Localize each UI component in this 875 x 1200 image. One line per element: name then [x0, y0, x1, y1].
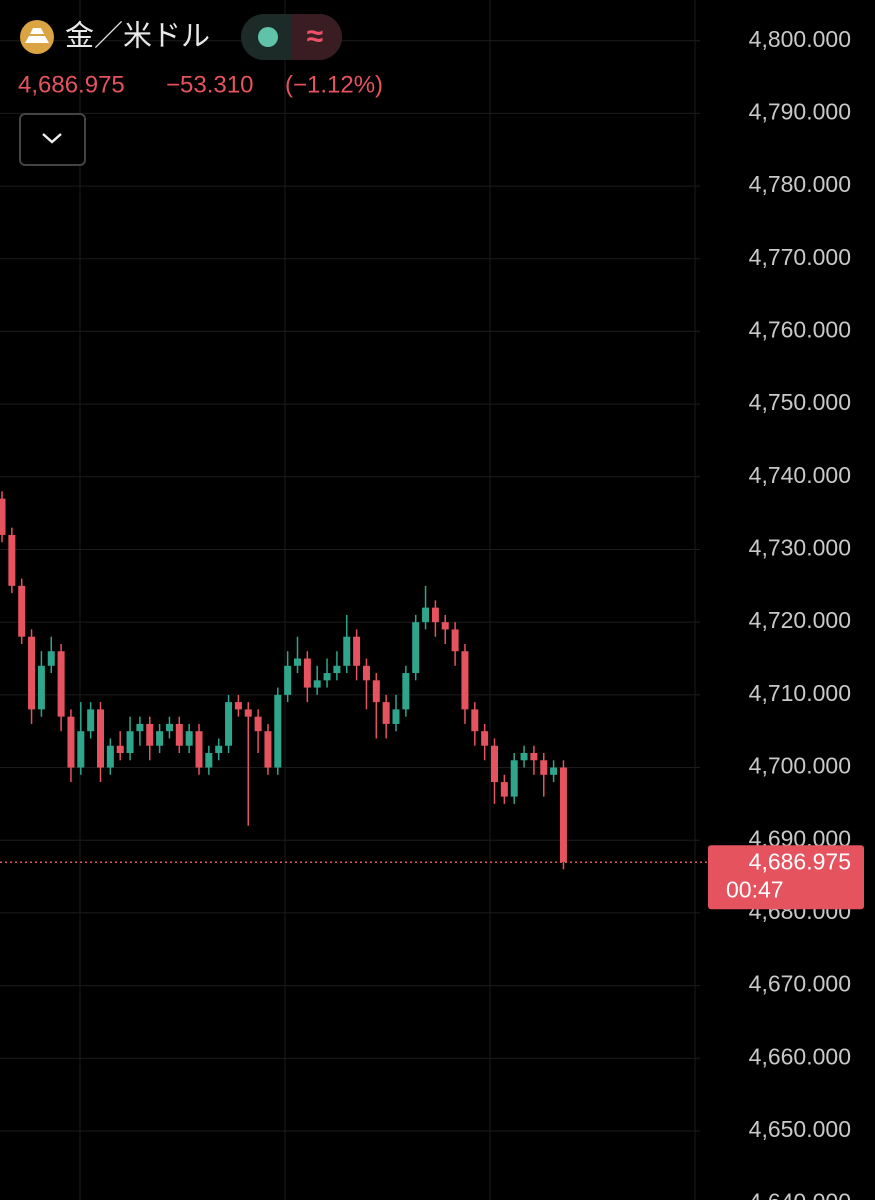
candle-body — [57, 651, 65, 717]
candle-body — [274, 694, 282, 768]
y-tick-label: 4,740.000 — [749, 462, 851, 488]
header: 金／米ドル ≈ 4,686.975 −53.310 (−1.12%) — [18, 14, 383, 166]
candle-body — [116, 745, 124, 753]
candle-body — [175, 723, 183, 746]
candle-body — [471, 709, 479, 732]
candle-body — [284, 665, 292, 695]
candle-body — [500, 782, 508, 797]
candle-body — [28, 636, 36, 710]
candle-body — [37, 665, 45, 710]
candle-body — [294, 658, 301, 666]
candle-body — [0, 498, 6, 535]
dropdown-button[interactable] — [19, 113, 86, 166]
candle-body — [303, 658, 311, 688]
candle-body — [451, 629, 459, 652]
candle-body — [323, 673, 331, 681]
last-price: 4,686.975 — [18, 71, 125, 98]
y-tick-label: 4,670.000 — [749, 971, 851, 997]
candle-body — [353, 636, 361, 666]
y-tick-label: 4,720.000 — [749, 607, 851, 633]
last-price-tag-label: 4,686.975 — [749, 848, 851, 874]
y-tick-label: 4,730.000 — [749, 535, 851, 561]
candle-body — [156, 731, 164, 746]
countdown: 00:47 — [726, 876, 784, 902]
candle-body — [313, 680, 321, 688]
candle-body — [382, 702, 390, 724]
y-tick-label: 4,750.000 — [749, 389, 851, 415]
candle-body — [136, 723, 144, 732]
candle-body — [97, 709, 104, 768]
price-change: −53.310 — [166, 71, 253, 98]
candle-body — [106, 745, 114, 768]
candle-body — [392, 709, 400, 724]
candle-body — [343, 636, 351, 666]
y-tick-label: 4,700.000 — [749, 753, 851, 779]
y-tick-label: 4,710.000 — [749, 680, 851, 706]
y-tick-label: 4,660.000 — [749, 1043, 851, 1069]
candle-body — [225, 702, 233, 746]
candle-body — [412, 622, 420, 674]
candle-body — [402, 673, 410, 710]
candle-body — [67, 716, 75, 768]
gold-bar-icon — [25, 28, 49, 43]
candle-body — [77, 731, 85, 768]
candle-body — [47, 651, 55, 666]
candle-body — [234, 702, 242, 710]
y-tick-label: 4,760.000 — [749, 317, 851, 343]
candle-body — [126, 731, 134, 753]
candle-body — [491, 745, 498, 783]
plot — [0, 40, 700, 1132]
y-tick-label: 4,650.000 — [749, 1116, 851, 1142]
candle-body — [431, 607, 439, 623]
candle-body — [481, 731, 489, 746]
candle-body — [205, 752, 213, 768]
candle-body — [550, 767, 558, 775]
status-pill-right — [291, 14, 342, 60]
y-tick-label: 4,780.000 — [749, 171, 851, 197]
candle-body — [333, 665, 341, 674]
candle-body — [264, 731, 272, 768]
candle-body — [165, 723, 173, 732]
y-tick-label: 4,790.000 — [749, 98, 851, 124]
candle-body — [362, 665, 370, 681]
candle-body — [146, 723, 154, 746]
candle-body — [540, 760, 548, 775]
candle-body — [195, 731, 203, 768]
candle-body — [530, 752, 538, 761]
candle-body — [254, 716, 262, 732]
candle-body — [18, 585, 26, 637]
candle-body — [244, 709, 252, 717]
candle-body — [87, 709, 95, 732]
market-open-dot — [258, 27, 278, 47]
candle-body — [461, 651, 469, 710]
candle-body — [372, 680, 380, 703]
symbol-title: 金／米ドル — [65, 20, 210, 53]
vertical-grid — [79, 0, 696, 1200]
status-icon: ≈ — [307, 20, 323, 53]
candle-body — [441, 622, 449, 630]
candle-body — [559, 767, 567, 863]
candle-body — [510, 760, 518, 797]
y-tick-label: 4,770.000 — [749, 244, 851, 270]
y-tick-label: 4,640.000 — [749, 1189, 851, 1200]
y-tick-label: 4,800.000 — [749, 26, 851, 52]
candle-body — [8, 534, 16, 586]
last-price-tag — [708, 845, 864, 910]
candle-body — [185, 731, 193, 746]
candle-body — [520, 752, 528, 761]
price-change-percent: (−1.12%) — [285, 71, 383, 98]
candle-body — [422, 607, 430, 623]
chevron-icon — [42, 133, 62, 144]
candle-body — [215, 745, 223, 753]
